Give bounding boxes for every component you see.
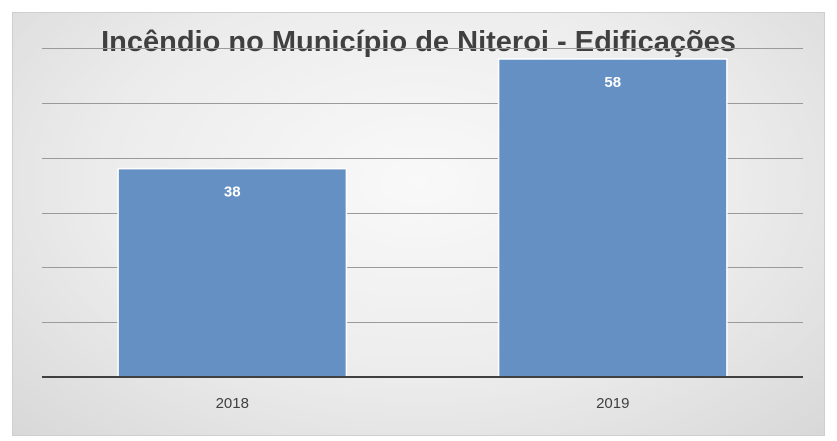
x-tick-label-2019: 2019 bbox=[596, 395, 629, 412]
chart-title: Incêndio no Município de Niteroi - Edifi… bbox=[101, 26, 736, 58]
data-label-2019: 58 bbox=[604, 74, 621, 91]
x-tick-labels: 2018 2019 bbox=[216, 395, 630, 412]
bars: 38 58 bbox=[117, 58, 728, 378]
data-label-2018: 38 bbox=[224, 184, 241, 201]
bar-2019 bbox=[497, 58, 728, 378]
x-tick-label-2018: 2018 bbox=[216, 395, 249, 412]
